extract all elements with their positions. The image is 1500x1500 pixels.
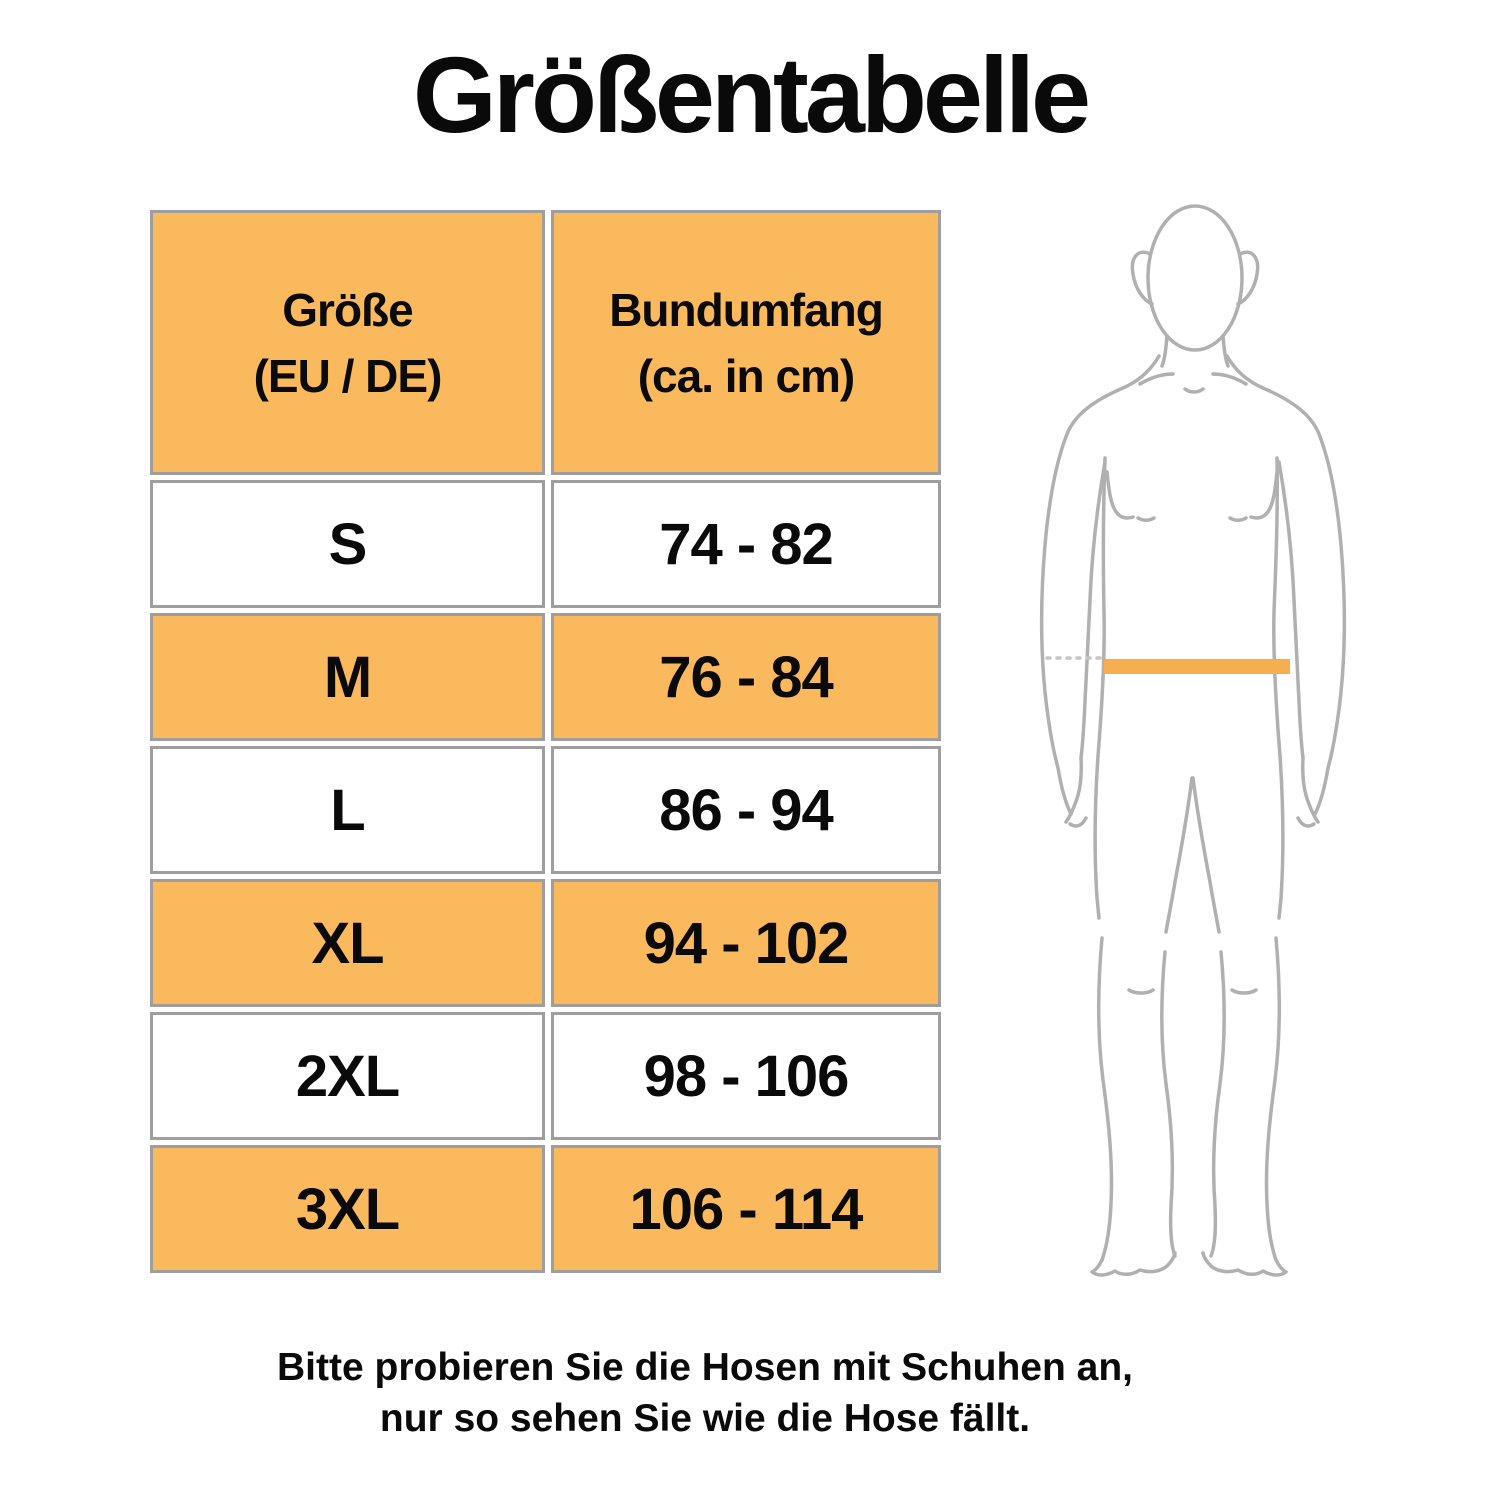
waist-cell: 74 - 82 [551,480,941,608]
table-row-m: M 76 - 84 [150,613,941,741]
table-row-l: L 86 - 94 [150,746,941,874]
table-row-2xl: 2XL 98 - 106 [150,1012,941,1140]
footer-note: Bitte probieren Sie die Hosen mit Schuhe… [277,1346,1133,1440]
size-cell: 3XL [150,1145,545,1273]
table-row-xl: XL 94 - 102 [150,879,941,1007]
column-header-waist: Bundumfang (ca. in cm) [551,210,941,475]
table-row-s: S 74 - 82 [150,480,941,608]
waist-band-marker [1104,659,1290,674]
waist-cell: 98 - 106 [551,1012,941,1140]
column-header-size: Größe (EU / DE) [150,210,545,475]
size-cell: XL [150,879,545,1007]
size-cell: M [150,613,545,741]
page-title: Größentabelle [412,34,1091,155]
size-cell: L [150,746,545,874]
waist-cell: 94 - 102 [551,879,941,1007]
body-outline-drawing [1039,204,1347,1277]
table-row-3xl: 3XL 106 - 114 [150,1145,941,1273]
size-cell: S [150,480,545,608]
body-outline-paths [1039,204,1347,1277]
size-table: Größe (EU / DE) Bundumfang (ca. in cm) S… [144,205,947,1278]
waist-cell: 86 - 94 [551,746,941,874]
male-body-figure [1025,200,1365,1300]
waist-cell: 76 - 84 [551,613,941,741]
table-header-row: Größe (EU / DE) Bundumfang (ca. in cm) [150,210,941,475]
waist-cell: 106 - 114 [551,1145,941,1273]
size-cell: 2XL [150,1012,545,1140]
